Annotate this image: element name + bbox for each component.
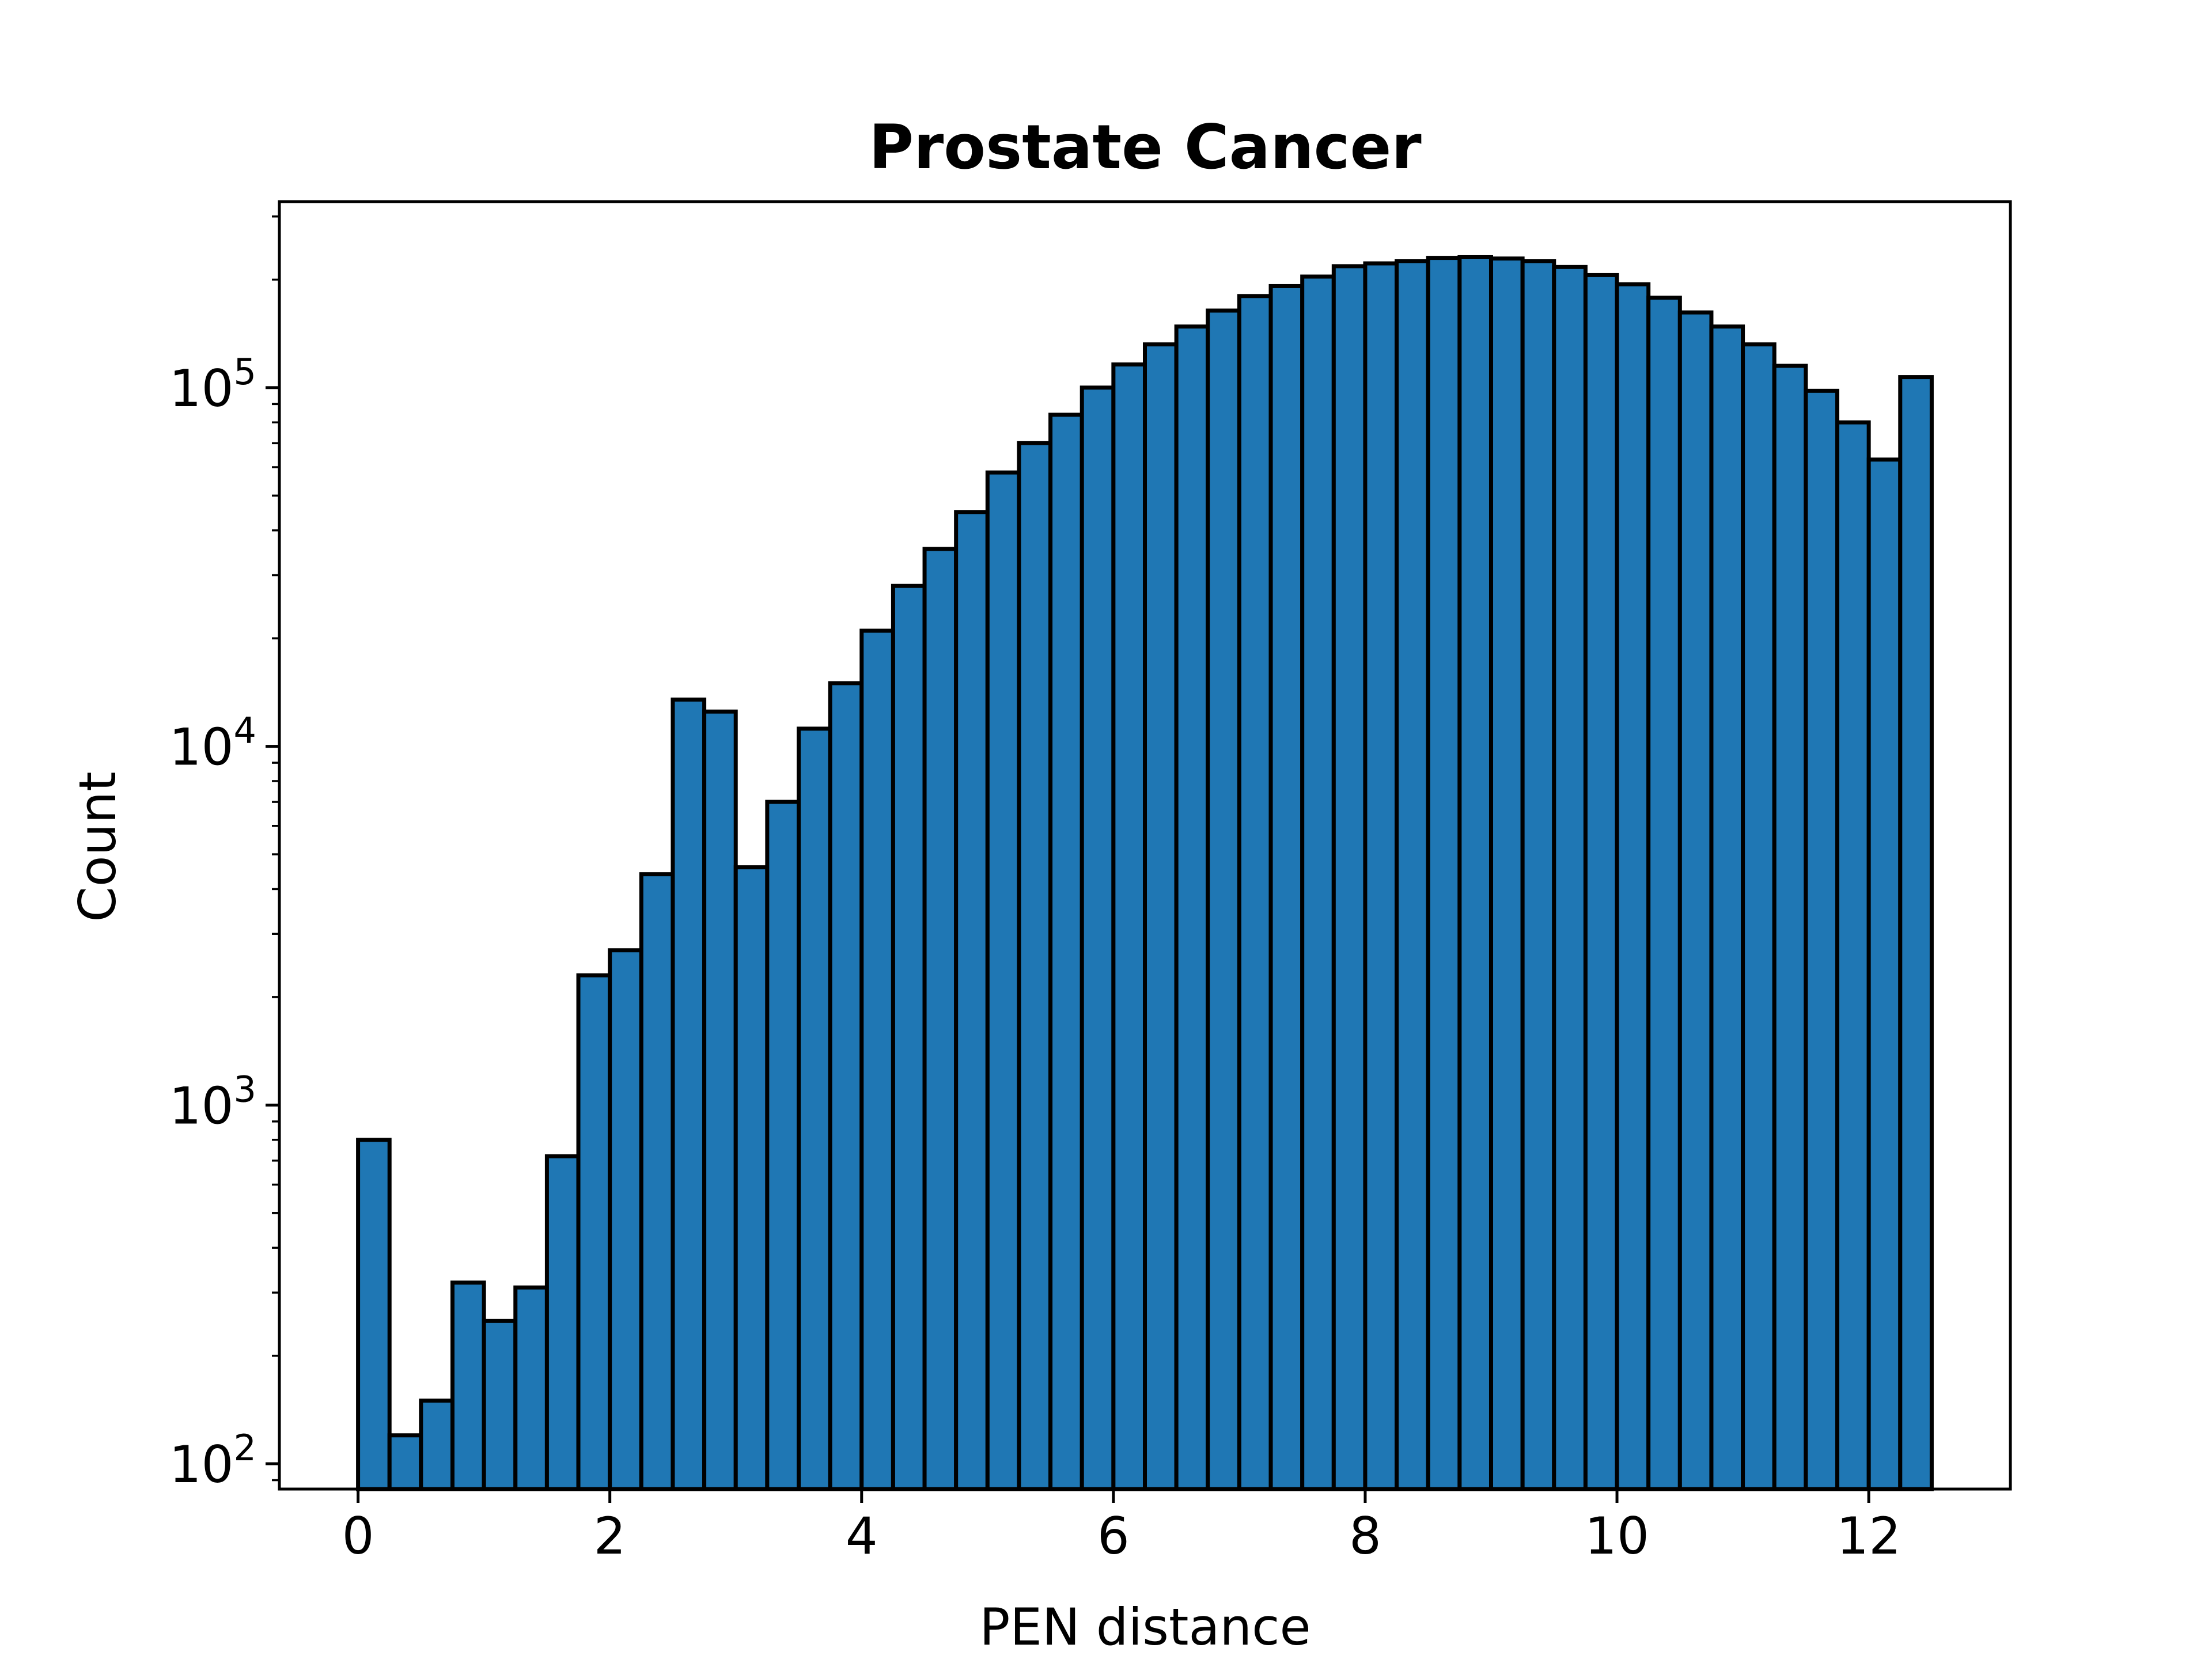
histogram-bar: [1111, 362, 1147, 1491]
histogram-bar: [1206, 308, 1241, 1491]
histogram-bar: [1583, 272, 1619, 1491]
histogram-bar: [1017, 441, 1053, 1491]
histogram-bar: [1426, 256, 1462, 1491]
x-tick-label: 4: [846, 1506, 878, 1566]
y-axis-ticks: 102 103 104 105: [169, 215, 279, 1494]
histogram-bar: [1300, 274, 1336, 1491]
histogram-bar: [1709, 324, 1745, 1491]
x-tick-label: 0: [342, 1506, 374, 1566]
histogram-bar: [513, 1285, 549, 1491]
histogram-bar: [608, 948, 643, 1491]
histogram-bar: [828, 681, 864, 1491]
histogram-bar: [1048, 412, 1084, 1491]
histogram-bar: [1615, 282, 1651, 1491]
y-tick-label: 104: [169, 710, 256, 777]
y-axis-label: Count: [68, 771, 127, 922]
y-tick-label: 105: [169, 351, 256, 418]
histogram-bar: [419, 1398, 455, 1491]
histogram-bar: [733, 865, 770, 1491]
x-tick-label: 6: [1097, 1506, 1130, 1566]
histogram-bar: [1866, 457, 1903, 1491]
chart-title: Prostate Cancer: [869, 112, 1421, 183]
histogram-bar: [356, 1138, 392, 1491]
histogram-bar: [1489, 256, 1525, 1491]
histogram-bar: [922, 547, 959, 1491]
x-tick-label: 10: [1585, 1506, 1649, 1566]
histogram-bar: [1772, 363, 1808, 1491]
x-tick-label: 12: [1836, 1506, 1901, 1566]
histogram-bar: [1174, 324, 1210, 1491]
histogram-bar: [1363, 261, 1399, 1491]
y-tick-label: 103: [169, 1068, 256, 1135]
x-tick-label: 8: [1349, 1506, 1381, 1566]
histogram-bar: [1835, 420, 1871, 1491]
histogram-bar: [387, 1433, 423, 1491]
histogram-bar: [1268, 283, 1305, 1491]
x-axis-label: PEN distance: [979, 1597, 1310, 1657]
histogram-bar: [1331, 264, 1368, 1491]
histogram-bar: [1804, 388, 1839, 1491]
histogram-bar: [859, 628, 895, 1491]
x-axis-ticks: 0 2 4 6 8 10 12: [342, 1489, 1901, 1566]
histogram-bar: [1080, 385, 1116, 1491]
histogram-bar: [1237, 294, 1273, 1491]
histogram-bar: [639, 872, 675, 1491]
histogram-bar: [1520, 259, 1556, 1491]
histogram-bar: [985, 470, 1021, 1491]
histogram-bar: [797, 726, 832, 1491]
plot-frame: [278, 200, 2012, 1491]
histogram-bar: [1898, 375, 1934, 1491]
histogram-bar: [954, 510, 990, 1491]
histogram-bar: [1646, 296, 1682, 1491]
histogram-bar: [1741, 342, 1777, 1491]
histogram-bar: [450, 1280, 486, 1491]
histogram-bar: [1457, 255, 1493, 1491]
histogram-bar: [765, 800, 801, 1491]
histogram-bar: [1395, 259, 1430, 1491]
histogram-bar: [891, 584, 927, 1491]
bars-group: [356, 255, 1934, 1491]
histogram-bar: [1677, 310, 1714, 1491]
histogram-bar: [1143, 342, 1179, 1491]
histogram-bar: [544, 1154, 581, 1491]
histogram-bar: [702, 709, 738, 1491]
histogram-bar: [482, 1319, 518, 1491]
histogram-bar: [1552, 264, 1588, 1491]
y-tick-label: 102: [169, 1427, 256, 1494]
x-tick-label: 2: [594, 1506, 626, 1566]
histogram-bar: [576, 973, 612, 1491]
histogram-bar: [671, 697, 707, 1491]
